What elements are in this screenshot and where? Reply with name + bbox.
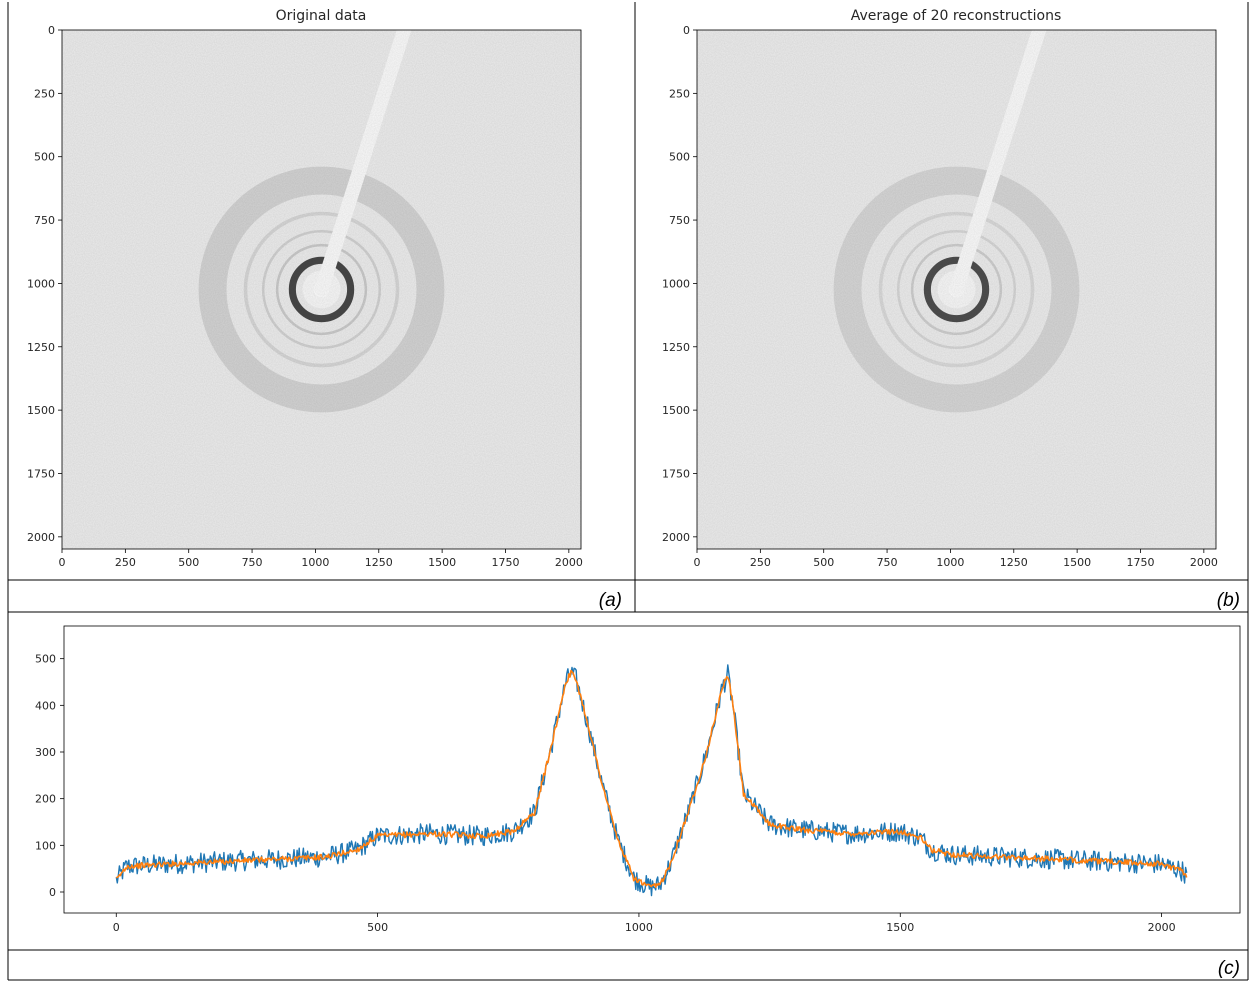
panel-c-axes-frame: [63, 625, 1241, 914]
panel-a-title: Original data: [276, 8, 367, 24]
panel-c-ticks: 0 500 1000 1500 2000 0 100 200 300 400 500: [35, 653, 1176, 934]
panel-b-ticks: 0 250 500 750 1000 1250 1500 1750 2000 0 250 500 750…: [662, 24, 1218, 569]
panel-c-caption: (c): [1218, 958, 1240, 979]
x-tick-label: 750: [877, 556, 898, 569]
panel-a-image: [62, 30, 581, 549]
panel-c: 0 500 1000 1500 2000 0 100 200 300 400 500 (c): [35, 625, 1241, 979]
x-tick-label: 1500: [428, 556, 456, 569]
y-tick-label: 1750: [662, 467, 690, 480]
y-tick-label: 0: [683, 24, 690, 37]
y-tick-label: 1000: [662, 277, 690, 290]
y-tick-label: 1250: [662, 341, 690, 354]
series-smoothed-line: [115, 669, 1188, 889]
x-tick-label: 2000: [1148, 921, 1176, 934]
y-tick-label: 200: [35, 793, 56, 806]
x-tick-label: 1000: [301, 556, 329, 569]
x-tick-label: 1000: [625, 921, 653, 934]
y-tick-label: 500: [669, 151, 690, 164]
diffraction-ring: [878, 211, 1035, 368]
x-tick-label: 500: [367, 921, 388, 934]
y-tick-label: 1500: [27, 404, 55, 417]
y-tick-label: 400: [35, 699, 56, 712]
y-tick-label: 1000: [27, 277, 55, 290]
diffraction-ring: [261, 229, 382, 350]
y-tick-label: 0: [48, 24, 55, 37]
diffraction-ring: [910, 243, 1003, 336]
y-tick-label: 500: [34, 151, 55, 164]
y-tick-label: 1500: [662, 404, 690, 417]
diffraction-ring: [833, 166, 1080, 413]
x-tick-label: 1250: [1000, 556, 1028, 569]
x-tick-label: 500: [178, 556, 199, 569]
x-tick-label: 750: [242, 556, 263, 569]
y-tick-label: 500: [35, 653, 56, 666]
x-tick-label: 1750: [491, 556, 519, 569]
x-tick-label: 0: [113, 921, 120, 934]
x-tick-label: 0: [694, 556, 701, 569]
panel-b: Average of 20 reconstructions 0 250 500 750…: [662, 8, 1240, 611]
beamstop-shadow: [314, 30, 412, 297]
y-tick-label: 100: [35, 839, 56, 852]
x-tick-label: 500: [813, 556, 834, 569]
y-tick-label: 300: [35, 746, 56, 759]
y-tick-label: 0: [49, 886, 56, 899]
panel-a-axes-frame: [61, 29, 582, 550]
panel-a-caption: (a): [599, 590, 622, 611]
diffraction-ring: [923, 256, 990, 323]
x-tick-label: 0: [59, 556, 66, 569]
x-tick-label: 1750: [1126, 556, 1154, 569]
panel-b-axes-frame: [696, 29, 1217, 550]
y-tick-label: 750: [669, 214, 690, 227]
diffraction-ring: [243, 211, 400, 368]
diffraction-ring: [896, 229, 1017, 350]
diffraction-ring: [198, 166, 445, 413]
x-tick-label: 2000: [1190, 556, 1218, 569]
x-tick-label: 1250: [365, 556, 393, 569]
diffraction-ring: [288, 256, 355, 323]
x-tick-label: 250: [115, 556, 136, 569]
x-tick-label: 1500: [1063, 556, 1091, 569]
x-tick-label: 1500: [886, 921, 914, 934]
y-tick-label: 250: [34, 87, 55, 100]
y-tick-label: 2000: [27, 531, 55, 544]
y-tick-label: 250: [669, 87, 690, 100]
panel-b-image: [697, 30, 1216, 549]
panel-a: Original data 0 250 500 750 1000 1250 1500 1750…: [27, 8, 622, 611]
beamstop-shadow: [949, 30, 1047, 297]
y-tick-label: 750: [34, 214, 55, 227]
y-tick-label: 1750: [27, 467, 55, 480]
figure-frame: [7, 2, 1249, 981]
x-tick-label: 1000: [936, 556, 964, 569]
noise-texture: [62, 30, 581, 549]
noise-texture: [697, 30, 1216, 549]
y-tick-label: 1250: [27, 341, 55, 354]
diffraction-ring: [275, 243, 368, 336]
panel-b-title: Average of 20 reconstructions: [851, 8, 1062, 24]
x-tick-label: 2000: [555, 556, 583, 569]
panel-a-ticks: 0 250 500 750 1000 1250 1500 1750 2000 0 250 500 750…: [27, 24, 583, 569]
y-tick-label: 2000: [662, 531, 690, 544]
x-tick-label: 250: [750, 556, 771, 569]
panel-b-caption: (b): [1217, 590, 1240, 611]
panel-c-lines: [115, 664, 1188, 897]
